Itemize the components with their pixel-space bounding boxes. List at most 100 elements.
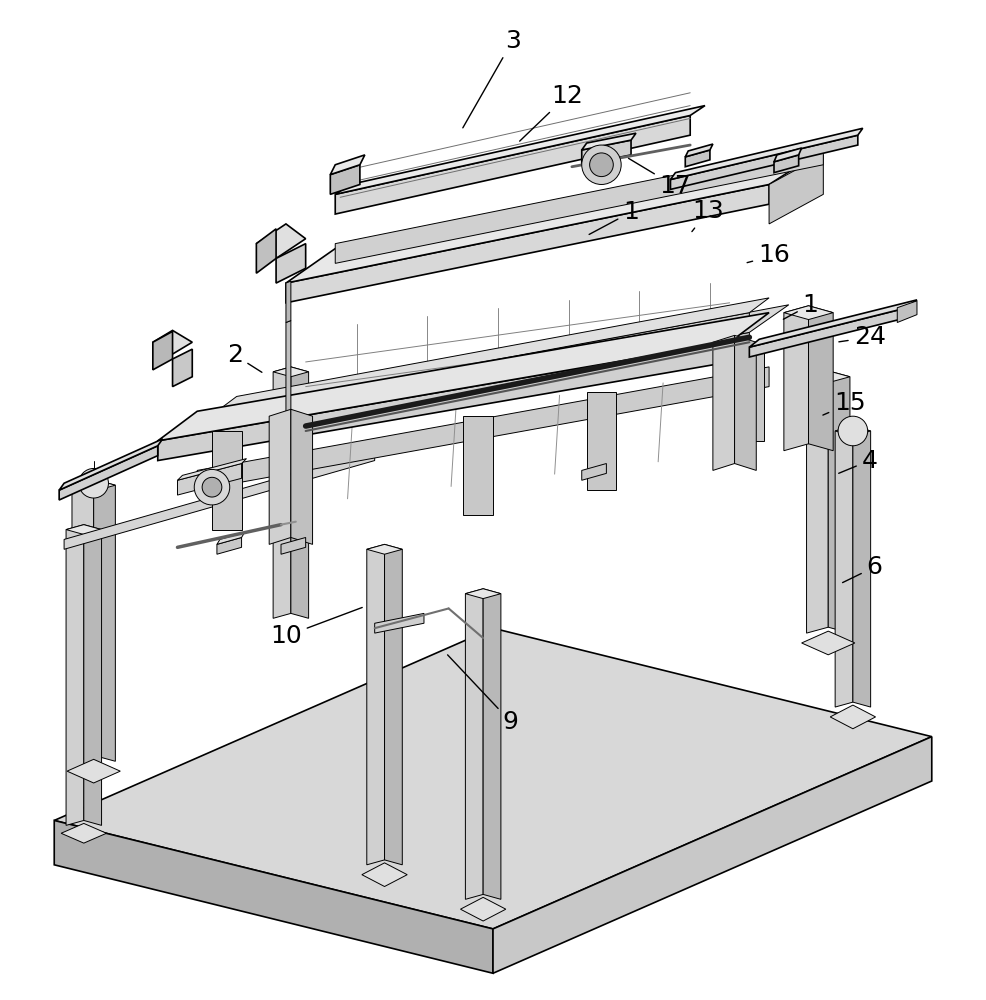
Polygon shape [291,409,313,544]
Polygon shape [67,759,120,783]
Text: 13: 13 [692,199,724,232]
Polygon shape [72,479,94,761]
Polygon shape [375,613,424,633]
Polygon shape [335,145,823,263]
Polygon shape [94,479,115,761]
Polygon shape [217,298,769,411]
Polygon shape [582,464,606,480]
Polygon shape [256,224,306,258]
Polygon shape [273,367,309,377]
Text: 6: 6 [843,555,882,583]
Circle shape [194,469,230,505]
Text: 24: 24 [839,325,885,349]
Polygon shape [493,737,932,973]
Polygon shape [713,335,735,470]
Polygon shape [177,459,246,480]
Polygon shape [330,155,365,175]
Circle shape [590,153,613,177]
Polygon shape [582,140,631,165]
Polygon shape [153,330,192,354]
Polygon shape [281,537,306,554]
Polygon shape [59,439,163,490]
Text: 1: 1 [589,200,639,234]
Polygon shape [153,331,173,370]
Polygon shape [158,313,769,441]
Polygon shape [217,533,245,544]
Polygon shape [276,244,306,283]
Polygon shape [809,306,833,451]
Polygon shape [64,451,375,549]
Polygon shape [66,525,84,825]
Text: 10: 10 [270,607,362,648]
Polygon shape [227,332,749,446]
Polygon shape [802,631,855,655]
Text: 1: 1 [783,293,818,319]
Polygon shape [335,115,690,214]
Polygon shape [784,306,833,320]
Polygon shape [367,544,402,554]
Polygon shape [774,148,802,162]
Polygon shape [217,537,242,554]
Polygon shape [828,371,850,633]
Circle shape [838,416,868,446]
Circle shape [202,477,222,497]
Polygon shape [84,525,102,825]
Polygon shape [853,426,871,707]
Polygon shape [367,544,385,865]
Polygon shape [749,300,917,347]
Circle shape [79,468,108,498]
Polygon shape [72,479,115,491]
Polygon shape [54,820,493,973]
Text: 3: 3 [462,29,521,128]
Text: 4: 4 [839,449,878,473]
Text: 16: 16 [747,243,790,267]
Polygon shape [286,184,769,303]
Polygon shape [286,281,291,323]
Text: 15: 15 [823,391,866,415]
Polygon shape [59,446,158,500]
Text: 2: 2 [227,343,262,372]
Polygon shape [830,705,876,729]
Polygon shape [769,155,823,224]
Polygon shape [465,589,501,599]
Polygon shape [460,897,506,921]
Polygon shape [177,464,242,495]
Circle shape [582,145,621,184]
Polygon shape [835,426,871,436]
Polygon shape [685,150,710,167]
Polygon shape [212,431,242,530]
Polygon shape [483,589,501,899]
Polygon shape [286,150,823,283]
Polygon shape [362,863,407,887]
Polygon shape [835,426,853,707]
Polygon shape [286,321,291,421]
Polygon shape [587,392,616,490]
Polygon shape [735,342,764,441]
Polygon shape [54,628,932,929]
Polygon shape [61,823,106,843]
Polygon shape [273,367,291,618]
Polygon shape [66,525,102,535]
Polygon shape [217,313,749,426]
Polygon shape [685,144,713,157]
Polygon shape [385,544,402,865]
Polygon shape [269,409,291,544]
Polygon shape [774,155,799,173]
Polygon shape [670,135,858,189]
Polygon shape [256,229,276,273]
Polygon shape [807,371,850,383]
Polygon shape [227,305,789,431]
Polygon shape [330,165,360,194]
Polygon shape [465,589,483,899]
Polygon shape [335,106,705,194]
Polygon shape [291,367,309,618]
Polygon shape [463,416,493,515]
Text: 12: 12 [520,84,583,141]
Text: 17: 17 [628,158,691,198]
Text: 9: 9 [448,655,519,734]
Polygon shape [173,349,192,387]
Polygon shape [197,367,769,490]
Polygon shape [807,371,828,633]
Polygon shape [158,342,730,461]
Polygon shape [897,301,917,323]
